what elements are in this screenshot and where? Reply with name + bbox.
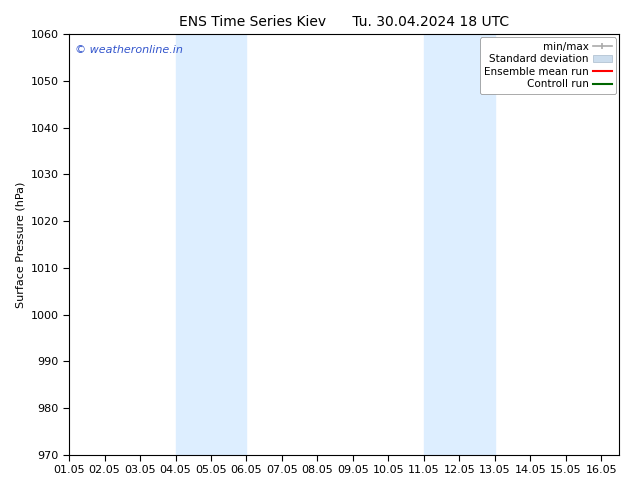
Bar bbox=[176, 34, 247, 455]
Y-axis label: Surface Pressure (hPa): Surface Pressure (hPa) bbox=[15, 181, 25, 308]
Title: ENS Time Series Kiev      Tu. 30.04.2024 18 UTC: ENS Time Series Kiev Tu. 30.04.2024 18 U… bbox=[179, 15, 509, 29]
Text: © weatheronline.in: © weatheronline.in bbox=[75, 45, 183, 55]
Legend: min/max, Standard deviation, Ensemble mean run, Controll run: min/max, Standard deviation, Ensemble me… bbox=[480, 37, 616, 94]
Bar bbox=[424, 34, 495, 455]
